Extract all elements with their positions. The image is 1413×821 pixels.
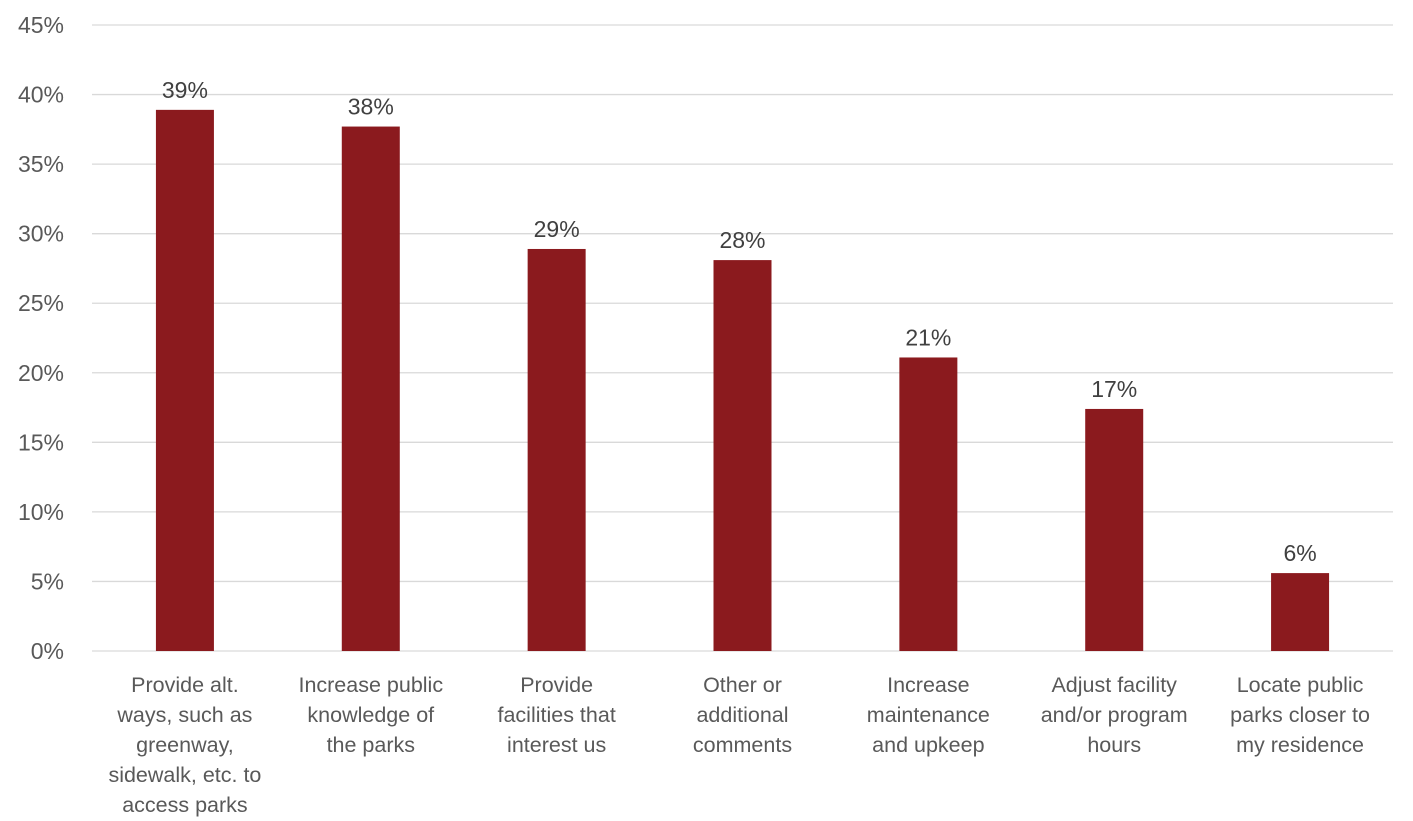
category-label-line: Other or bbox=[703, 673, 782, 697]
category-label: Increase public knowledge of the parks bbox=[298, 673, 443, 757]
bar bbox=[527, 248, 586, 652]
y-tick-label: 0% bbox=[31, 638, 64, 664]
category-label-line: Increase bbox=[887, 673, 969, 697]
category-label-line: Increase public bbox=[298, 673, 443, 697]
data-label: 17% bbox=[1091, 376, 1137, 402]
bar bbox=[1085, 408, 1144, 651]
category-label-line: facilities that bbox=[497, 703, 615, 727]
bar bbox=[899, 357, 958, 651]
y-tick-label: 30% bbox=[18, 221, 64, 247]
y-axis-ticks: 0% 5% 10% 15% 20% 25% 30% 35% 40% 45% bbox=[18, 12, 64, 664]
category-label-line: and/or program bbox=[1041, 703, 1188, 727]
category-label-line: the parks bbox=[327, 733, 415, 757]
category-label-line: greenway, bbox=[136, 733, 234, 757]
category-label-line: Locate public bbox=[1237, 673, 1364, 697]
category-label-line: Adjust facility bbox=[1051, 673, 1177, 697]
y-tick-label: 15% bbox=[18, 429, 64, 455]
data-label: 29% bbox=[534, 216, 580, 242]
category-label: Provide alt. ways, such as greenway, sidewa… bbox=[108, 673, 261, 817]
y-tick-label: 5% bbox=[31, 568, 64, 594]
y-tick-label: 35% bbox=[18, 151, 64, 177]
category-label: Other or additional comments bbox=[693, 673, 792, 757]
y-tick-label: 10% bbox=[18, 499, 64, 525]
category-label-line: interest us bbox=[507, 733, 606, 757]
data-label: 39% bbox=[162, 77, 208, 103]
category-label-line: Provide alt. bbox=[131, 673, 239, 697]
bar bbox=[155, 109, 214, 651]
data-label: 21% bbox=[905, 324, 951, 350]
category-label: Adjust facility and/or program hours bbox=[1041, 673, 1188, 757]
category-label-line: parks closer to bbox=[1230, 703, 1370, 727]
y-tick-label: 25% bbox=[18, 290, 64, 316]
y-tick-label: 20% bbox=[18, 360, 64, 386]
category-label: Provide facilities that interest us bbox=[497, 673, 615, 757]
bar bbox=[1271, 573, 1330, 651]
bar bbox=[713, 260, 772, 651]
data-labels: 39% 38% 29% 28% 21% 17% 6% bbox=[162, 77, 1317, 566]
category-label-line: my residence bbox=[1236, 733, 1364, 757]
category-label-line: ways, such as bbox=[116, 703, 252, 727]
category-label-line: additional bbox=[696, 703, 788, 727]
data-label: 28% bbox=[719, 227, 765, 253]
data-label: 6% bbox=[1283, 540, 1316, 566]
category-label-line: and upkeep bbox=[872, 733, 984, 757]
data-label: 38% bbox=[348, 94, 394, 120]
category-label-line: Provide bbox=[520, 673, 593, 697]
category-label-line: access parks bbox=[122, 793, 247, 817]
category-label-line: comments bbox=[693, 733, 792, 757]
category-label-line: maintenance bbox=[867, 703, 990, 727]
y-tick-label: 45% bbox=[18, 12, 64, 38]
category-label-line: sidewalk, etc. to bbox=[108, 763, 261, 787]
category-labels: Provide alt. ways, such as greenway, sidewa… bbox=[108, 673, 1370, 817]
category-label-line: knowledge of bbox=[307, 703, 434, 727]
y-tick-label: 40% bbox=[18, 82, 64, 108]
category-label-line: hours bbox=[1087, 733, 1141, 757]
bars bbox=[155, 109, 1330, 652]
bar bbox=[341, 126, 400, 652]
category-label: Increase maintenance and upkeep bbox=[867, 673, 990, 757]
category-label: Locate public parks closer to my residence bbox=[1230, 673, 1370, 757]
